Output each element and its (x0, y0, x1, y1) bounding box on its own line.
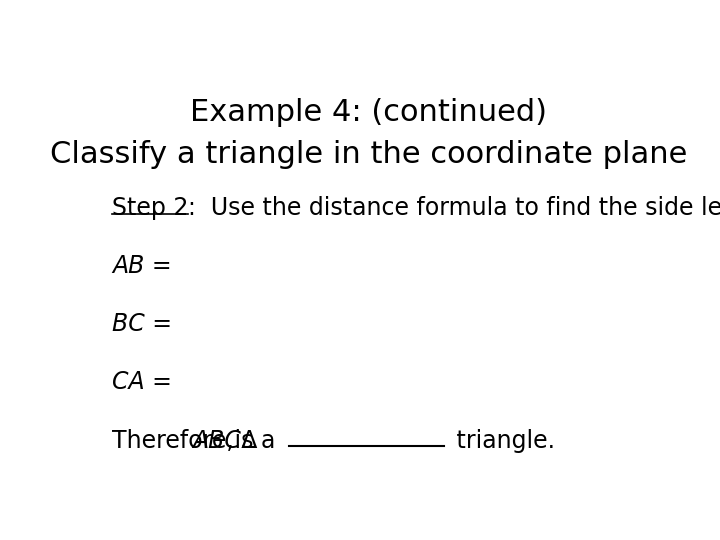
Text: triangle.: triangle. (449, 429, 555, 453)
Text: CA =: CA = (112, 370, 180, 394)
Text: Example 4: (continued): Example 4: (continued) (191, 98, 547, 127)
Text: Step 2: Step 2 (112, 196, 189, 220)
Text: AB =: AB = (112, 254, 179, 278)
Text: Classify a triangle in the coordinate plane: Classify a triangle in the coordinate pl… (50, 140, 688, 168)
Text: :  Use the distance formula to find the side lengths:: : Use the distance formula to find the s… (188, 196, 720, 220)
Text: BC =: BC = (112, 312, 180, 336)
Text: is a: is a (227, 429, 282, 453)
Text: ABC: ABC (192, 429, 241, 453)
Text: Therefore, Δ: Therefore, Δ (112, 429, 258, 453)
